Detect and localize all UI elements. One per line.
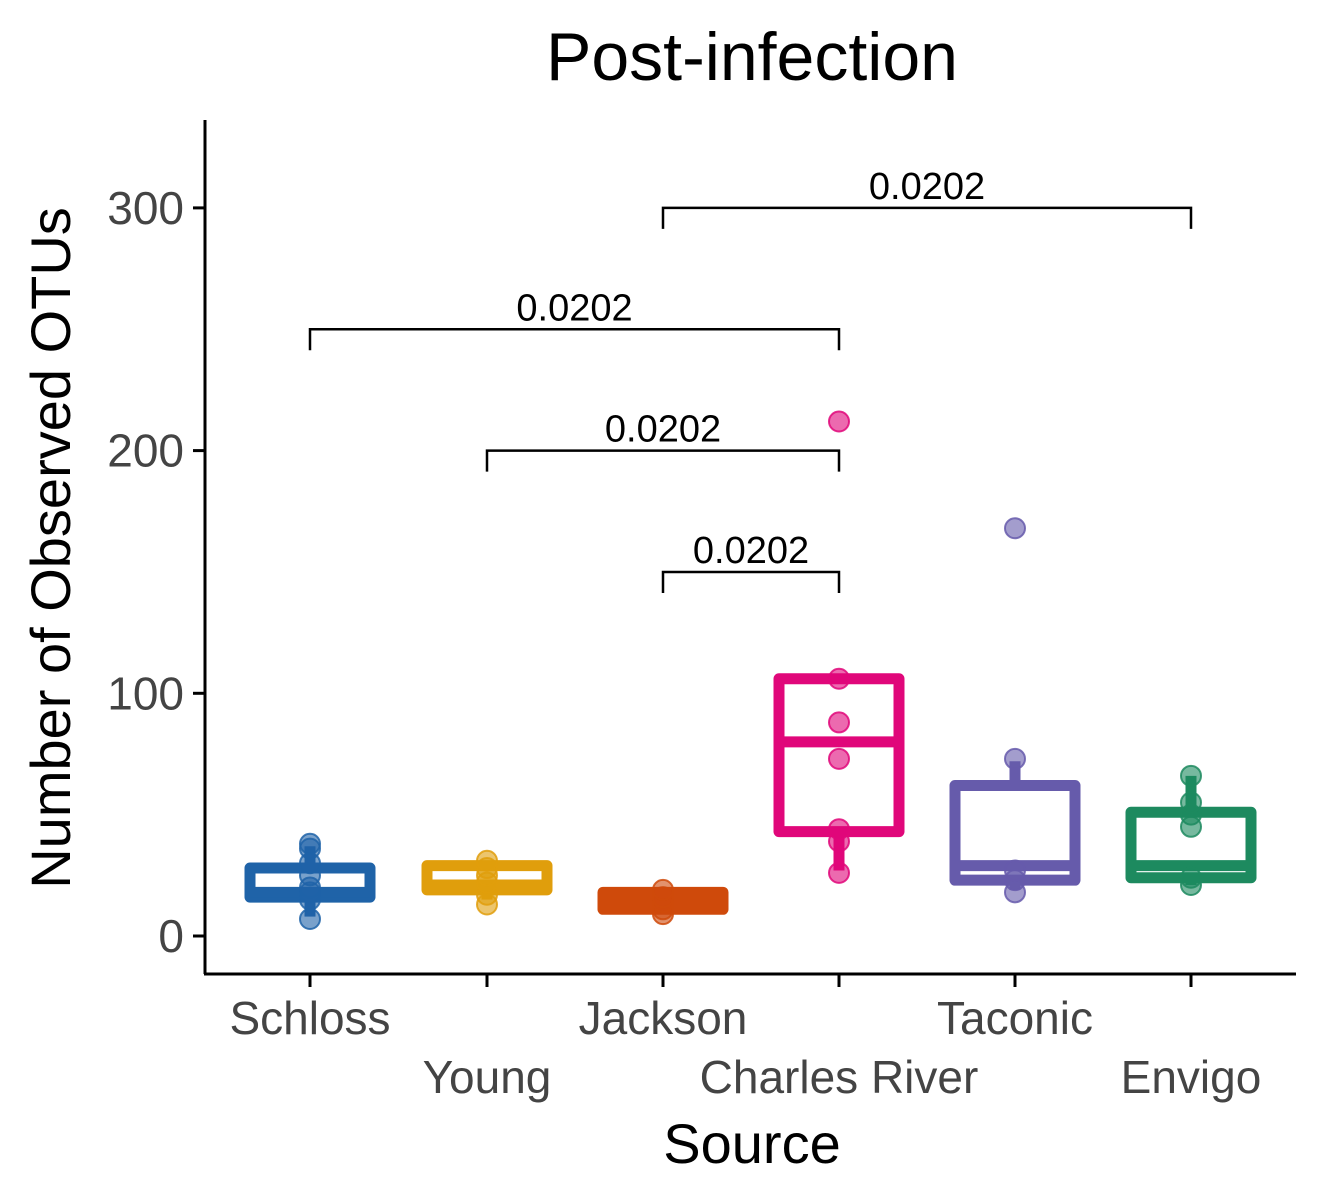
y-tick-label: 100 [107, 667, 184, 719]
x-tick-label: Charles River [700, 1051, 979, 1103]
box-series [244, 673, 1257, 917]
bracket-line [308, 328, 841, 351]
data-point [828, 711, 850, 734]
data-point [299, 832, 321, 855]
p-value-label: 0.0202 [693, 530, 809, 572]
p-value-label: 0.0202 [516, 287, 632, 329]
data-point [828, 410, 850, 433]
data-point [1004, 859, 1026, 882]
data-point [828, 818, 850, 841]
x-tick-label: Envigo [1121, 1051, 1262, 1103]
x-axis-ticks: Schloss Young Jackson Charles River Taconic E… [229, 974, 1261, 1103]
y-axis-ticks: 0 100 200 300 [107, 182, 205, 962]
comparison-bracket: 0.0202 [308, 287, 841, 351]
comparison-bracket: 0.0202 [485, 409, 841, 472]
data-point [476, 849, 498, 872]
y-axis-title: Number of Observed OTUs [19, 207, 82, 889]
y-tick-label: 300 [107, 182, 184, 234]
p-value-label: 0.0202 [605, 409, 721, 451]
data-point [1180, 791, 1202, 814]
chart-title: Post-infection [546, 19, 958, 95]
data-point [828, 747, 850, 770]
data-point [1180, 866, 1202, 889]
significance-brackets: 0.0202 0.0202 0.0202 0.0202 [308, 166, 1193, 593]
data-point [828, 667, 850, 690]
x-tick-label: Taconic [937, 992, 1093, 1044]
bracket-line [485, 449, 841, 472]
bracket-line [661, 206, 1193, 229]
x-tick-label: Jackson [579, 992, 748, 1044]
comparison-bracket: 0.0202 [661, 530, 841, 593]
data-point [828, 861, 850, 884]
x-axis-title: Source [663, 1112, 840, 1175]
data-point [299, 908, 321, 931]
p-value-label: 0.0202 [869, 166, 985, 208]
bracket-line [661, 570, 841, 593]
y-tick-label: 200 [107, 425, 184, 477]
comparison-bracket: 0.0202 [661, 166, 1193, 229]
data-point [652, 878, 674, 901]
x-tick-label: Young [423, 1051, 552, 1103]
data-point [1004, 747, 1026, 770]
data-point [1004, 517, 1026, 540]
data-point [1180, 764, 1202, 787]
x-tick-label: Schloss [229, 992, 390, 1044]
point-series [299, 410, 1202, 931]
y-tick-label: 0 [158, 910, 184, 962]
